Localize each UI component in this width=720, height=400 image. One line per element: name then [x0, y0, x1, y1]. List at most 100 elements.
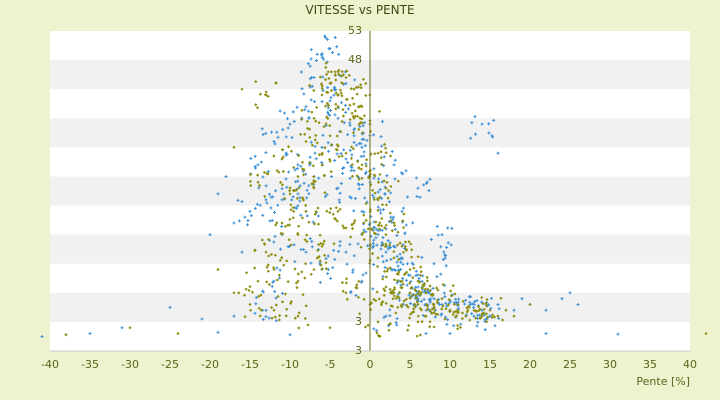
data-point-olive: [322, 124, 326, 129]
data-point-olive: [340, 281, 345, 285]
data-point-olive: [266, 238, 271, 242]
data-point-blue: [314, 157, 318, 161]
data-point-olive: [288, 189, 292, 193]
data-point-blue: [433, 315, 437, 319]
data-point-olive: [401, 282, 405, 286]
data-point-olive: [355, 283, 359, 287]
data-point-olive: [410, 310, 414, 315]
data-point-blue: [302, 181, 306, 185]
data-point-blue: [382, 315, 386, 319]
data-point-olive: [324, 78, 328, 82]
data-point-olive: [286, 223, 290, 227]
data-point-olive: [304, 304, 308, 308]
data-point-blue: [374, 227, 378, 231]
data-point-olive: [243, 315, 247, 319]
data-point-olive: [359, 245, 363, 249]
data-point-olive: [382, 269, 387, 273]
data-point-blue: [348, 148, 352, 152]
data-point-olive: [448, 289, 453, 293]
data-point-olive: [484, 301, 488, 306]
data-point-olive: [301, 293, 305, 297]
data-point-olive: [412, 266, 416, 270]
data-point-olive: [237, 291, 241, 295]
data-point-olive: [430, 307, 434, 311]
data-point-olive: [403, 240, 408, 244]
data-point-blue: [326, 141, 330, 145]
data-point-olive: [358, 312, 362, 316]
data-point-olive: [334, 107, 338, 111]
data-point-olive: [480, 295, 484, 300]
data-point-olive: [388, 266, 392, 270]
data-point-blue: [291, 195, 295, 199]
data-point-blue: [422, 290, 426, 294]
data-point-olive: [350, 111, 354, 115]
data-point-blue: [446, 226, 450, 230]
data-point-olive: [490, 313, 495, 317]
data-point-blue: [253, 166, 257, 170]
data-point-olive: [360, 176, 364, 180]
data-point-olive: [481, 302, 485, 306]
data-point-olive: [432, 325, 436, 329]
data-point-olive: [358, 116, 362, 120]
data-point-blue: [356, 242, 360, 246]
data-point-blue: [298, 196, 302, 200]
data-point-olive: [277, 318, 281, 322]
data-point-blue: [302, 92, 306, 96]
data-point-olive: [484, 312, 489, 316]
data-point-blue: [416, 285, 420, 289]
data-point-blue: [309, 140, 313, 144]
data-point-olive: [406, 305, 410, 309]
data-point-olive: [265, 280, 269, 284]
data-point-blue: [408, 273, 412, 277]
data-point-olive: [244, 271, 249, 275]
data-point-olive: [393, 223, 397, 228]
data-point-olive: [300, 270, 304, 274]
data-point-olive: [289, 149, 294, 153]
data-point-blue: [473, 115, 477, 119]
data-point-blue: [288, 333, 292, 337]
data-point-blue: [274, 319, 278, 323]
data-point-blue: [240, 200, 244, 204]
data-point-olive: [424, 291, 428, 295]
data-point-blue: [390, 149, 394, 153]
data-point-blue: [440, 312, 444, 316]
data-point-blue: [492, 118, 496, 122]
data-point-olive: [362, 237, 366, 242]
data-point-blue: [452, 324, 456, 328]
data-point-olive: [297, 154, 301, 158]
data-point-blue: [429, 237, 433, 241]
data-point-blue: [361, 273, 365, 277]
data-point-blue: [322, 57, 326, 61]
data-point-blue: [264, 308, 268, 312]
data-point-olive: [335, 219, 339, 223]
data-point-olive: [500, 318, 505, 322]
data-point-olive: [441, 283, 445, 287]
data-point-blue: [293, 260, 297, 264]
data-point-olive: [322, 239, 326, 243]
data-point-blue: [349, 164, 353, 168]
data-point-olive: [328, 81, 332, 85]
data-point-olive: [396, 243, 400, 247]
data-point-blue: [354, 293, 358, 297]
data-point-olive: [460, 311, 465, 315]
data-point-blue: [326, 112, 330, 116]
data-point-olive: [300, 196, 305, 200]
data-point-olive: [351, 131, 356, 135]
data-point-olive: [298, 132, 303, 137]
data-point-olive: [473, 309, 478, 313]
data-point-olive: [362, 114, 367, 118]
data-point-olive: [376, 151, 380, 155]
data-point-blue: [362, 228, 366, 232]
data-point-olive: [312, 88, 316, 93]
data-point-olive: [277, 273, 281, 277]
data-point-blue: [352, 140, 356, 144]
series-a-points: [40, 34, 620, 338]
data-point-olive: [382, 179, 386, 183]
data-point-blue: [576, 302, 580, 306]
data-point-blue: [487, 131, 491, 135]
data-point-blue: [347, 107, 351, 111]
data-point-blue: [295, 206, 299, 210]
data-point-blue: [388, 314, 392, 318]
data-point-olive: [385, 180, 389, 184]
data-point-olive: [337, 154, 341, 159]
